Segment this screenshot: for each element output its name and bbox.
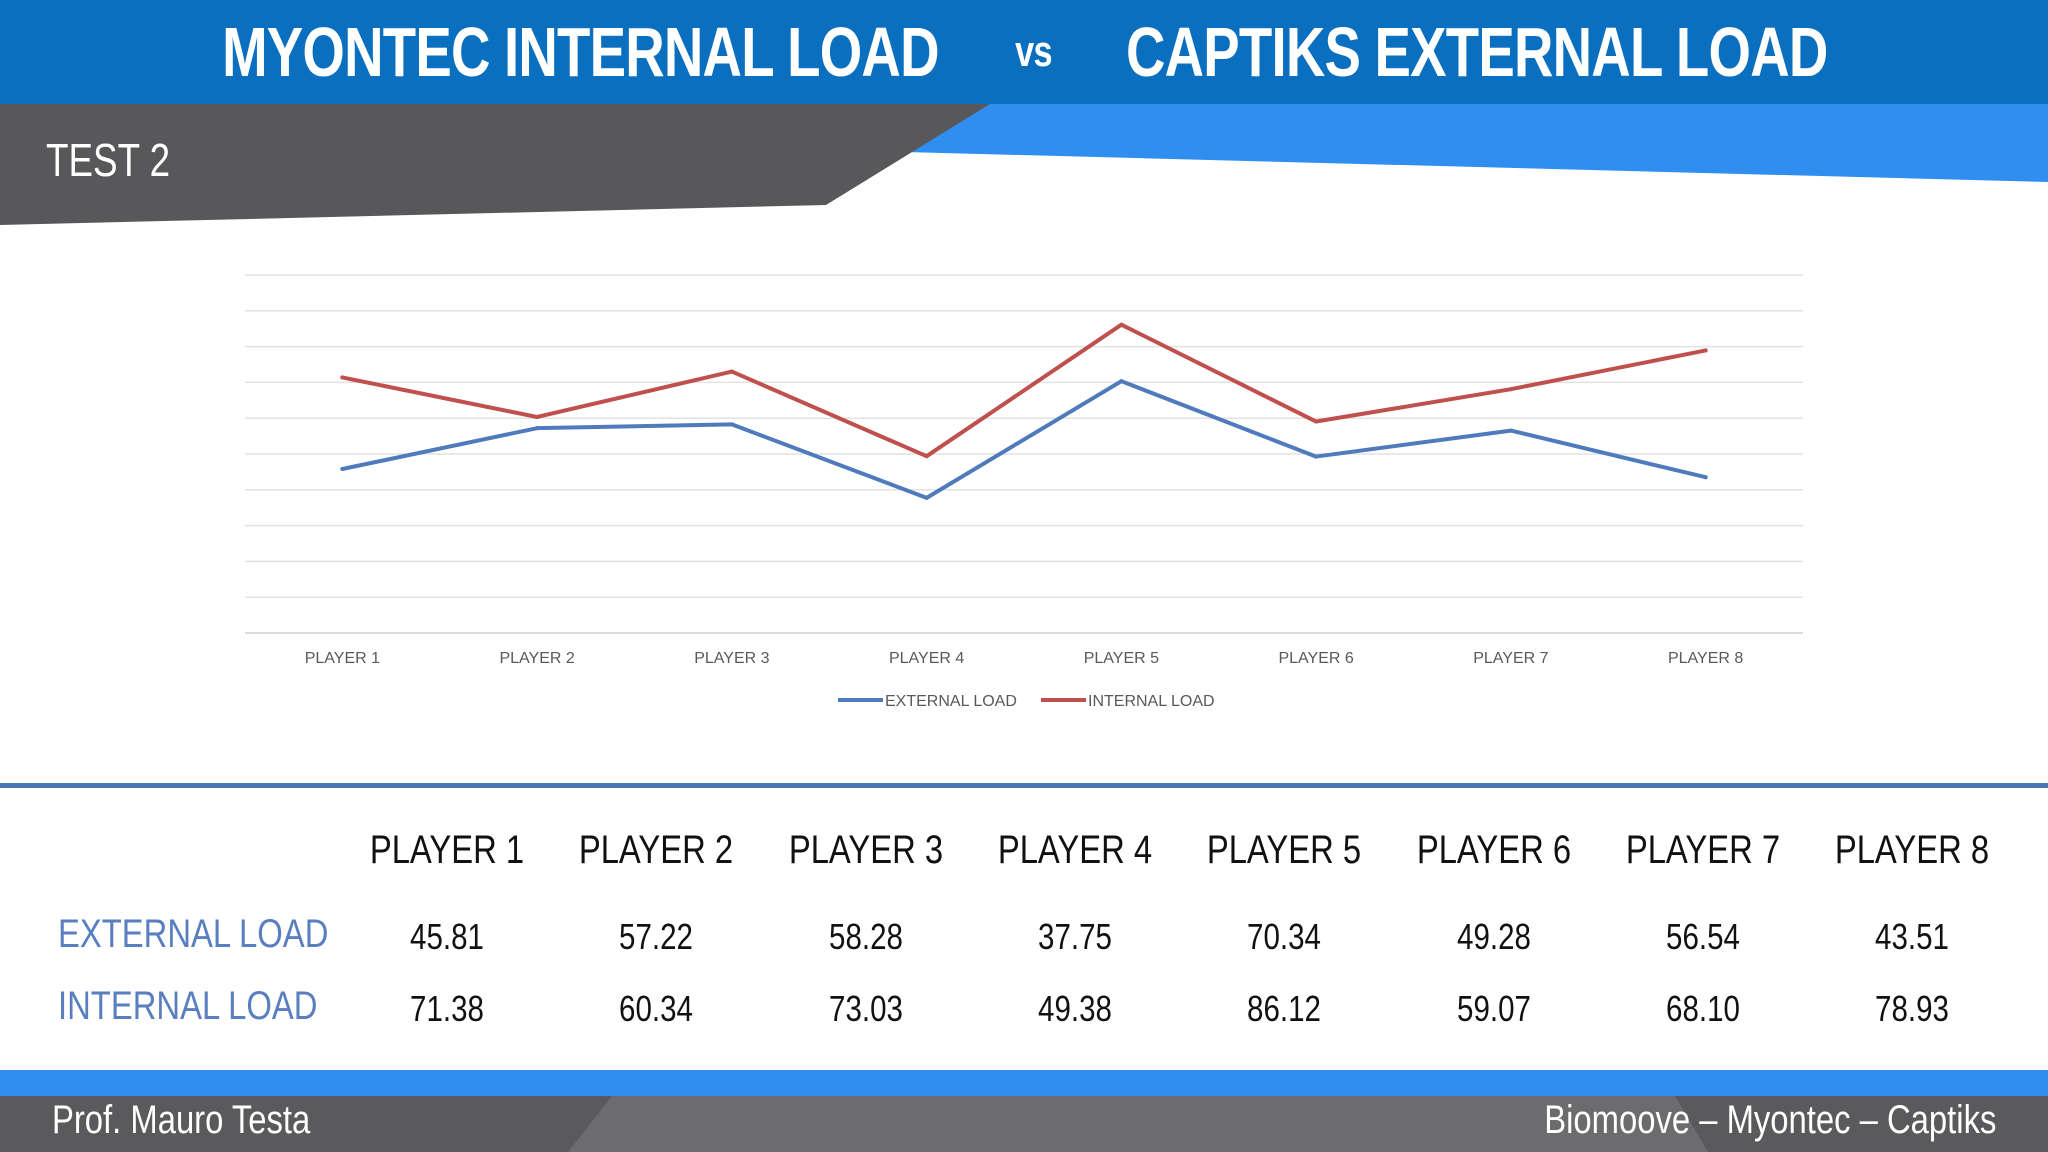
legend-label: INTERNAL LOAD [1088, 693, 1215, 710]
table-cell: 59.07 [1456, 988, 1531, 1029]
footer-panel [568, 1096, 1708, 1152]
table-column-header: PLAYER 3 [788, 828, 943, 872]
data-point [1314, 454, 1319, 459]
x-tick-label: PLAYER 1 [305, 650, 380, 667]
data-point [729, 422, 734, 427]
banner-blue-band [900, 104, 2048, 182]
legend-label: EXTERNAL LOAD [885, 693, 1017, 710]
table-cell: 49.38 [1037, 988, 1112, 1029]
x-tick-label: PLAYER 6 [1278, 650, 1353, 667]
footer-accent-bar [0, 1070, 2048, 1096]
table-column-header: PLAYER 2 [579, 828, 734, 872]
data-point [1119, 322, 1124, 327]
table-column-header: PLAYER 4 [997, 828, 1153, 872]
footer-brands: Biomoove – Myontec – Captiks [1543, 1098, 1996, 1142]
section-banner [0, 104, 2048, 225]
data-point [535, 426, 540, 431]
x-tick-label: PLAYER 7 [1473, 650, 1548, 667]
table-column-header: PLAYER 1 [369, 828, 525, 872]
table-cell: 45.81 [410, 916, 484, 957]
table-cell: 57.22 [619, 916, 694, 957]
series-line [340, 322, 1708, 459]
table-column-header: PLAYER 8 [1834, 828, 1990, 872]
series-line [340, 379, 1708, 500]
data-point [1508, 428, 1513, 433]
table-column-header: PLAYER 5 [1207, 828, 1362, 872]
data-point [924, 454, 929, 459]
footer-author: Prof. Mauro Testa [52, 1098, 311, 1142]
data-point [1703, 475, 1708, 480]
table-cell: 60.34 [619, 988, 694, 1029]
title-part-1: MYONTEC INTERNAL LOAD [222, 13, 940, 91]
data-point [1508, 387, 1513, 392]
data-point [1314, 419, 1319, 424]
table-cell: 43.51 [1875, 916, 1950, 957]
table-cell: 49.28 [1456, 916, 1531, 957]
banner-gray-band [0, 104, 990, 225]
table-cell: 86.12 [1247, 988, 1322, 1029]
header-bar [0, 0, 2048, 104]
table-cell: 73.03 [828, 988, 903, 1029]
x-tick-label: PLAYER 5 [1084, 650, 1159, 667]
table-cell: 68.10 [1665, 988, 1740, 1029]
section-label: TEST 2 [46, 134, 171, 186]
table-cell: 78.93 [1875, 988, 1950, 1029]
data-point [1119, 379, 1124, 384]
table-cell: 70.34 [1247, 916, 1322, 957]
x-tick-label: PLAYER 8 [1668, 650, 1743, 667]
title-part-2: CAPTIKS EXTERNAL LOAD [1126, 13, 1828, 91]
table-cell: 37.75 [1037, 916, 1112, 957]
table-row-label: EXTERNAL LOAD [58, 912, 329, 956]
data-point [340, 467, 345, 472]
data-point [1703, 348, 1708, 353]
x-tick-label: PLAYER 3 [694, 650, 769, 667]
divider [0, 783, 2048, 788]
page-title: MYONTEC INTERNAL LOAD vs CAPTIKS EXTERNA… [0, 0, 2048, 104]
x-tick-label: PLAYER 4 [889, 650, 964, 667]
x-tick-label: PLAYER 2 [499, 650, 574, 667]
footer-decoration [568, 1096, 1708, 1152]
table-cell: 71.38 [410, 988, 484, 1029]
table-cell: 58.28 [828, 916, 903, 957]
line-chart: PLAYER 1 PLAYER 2 PLAYER 3 PLAYER 4 PLAYER 5… [245, 274, 1803, 710]
data-point [340, 375, 345, 380]
table-column-header: PLAYER 6 [1416, 828, 1571, 872]
table-column-header: PLAYER 7 [1625, 828, 1780, 872]
data-point [535, 414, 540, 419]
data-point [924, 495, 929, 500]
title-vs: vs [1015, 27, 1052, 76]
data-point [729, 369, 734, 374]
table-row-label: INTERNAL LOAD [58, 984, 318, 1028]
table-cell: 56.54 [1665, 916, 1740, 957]
